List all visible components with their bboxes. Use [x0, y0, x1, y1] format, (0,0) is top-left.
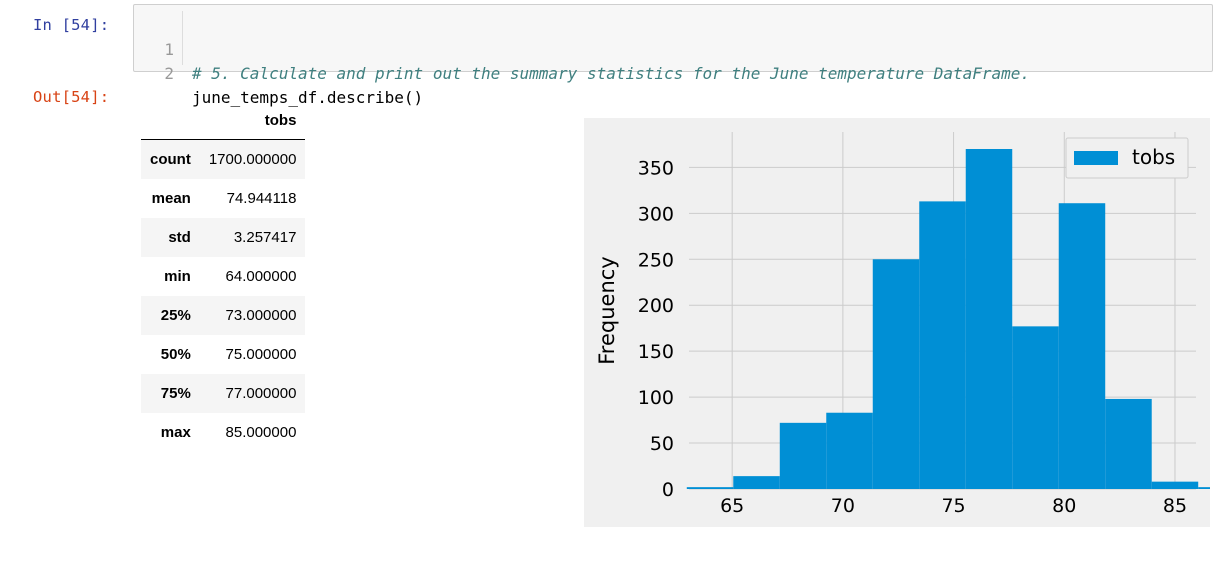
input-prompt: In [54]: [33, 16, 110, 34]
x-tick-label: 75 [941, 495, 965, 517]
code-cell[interactable]: 1 # 5. Calculate and print out the summa… [133, 4, 1213, 107]
x-tick-label: 70 [831, 495, 855, 517]
code-line: 1 # 5. Calculate and print out the summa… [134, 14, 1030, 83]
row-label: 75% [160, 385, 191, 402]
row-label: 50% [160, 346, 191, 363]
output-prompt: Out[54]: [33, 88, 110, 106]
index-header [141, 102, 200, 140]
table-row: 25% 73.000000 [141, 296, 306, 335]
row-label: mean [151, 190, 191, 207]
table-row: min 64.000000 [141, 257, 305, 296]
histogram-bar [919, 201, 966, 489]
legend-swatch [1074, 151, 1118, 165]
line-number: 2 [164, 64, 174, 83]
row-label: count [150, 151, 191, 168]
histogram-bar [733, 476, 780, 489]
table-header-row: tobs [141, 102, 306, 140]
histogram-bar [826, 412, 873, 489]
table-row: count 1700.000000 [141, 139, 306, 179]
row-label: min [164, 268, 191, 285]
row-value: 85.000000 [225, 424, 297, 441]
y-tick-label: 100 [638, 387, 674, 409]
code-line: 2 june_temps_df.describe() [134, 38, 423, 107]
y-axis-label: Frequency [595, 256, 619, 365]
temperature-histogram: 0 50 100 150 200 250 300 350 65 70 75 80 85 Frequency… [584, 118, 1210, 527]
line-number-gutter [182, 11, 183, 65]
table-row: 75% 77.000000 [141, 374, 306, 413]
y-tick-label: 300 [638, 203, 674, 225]
histogram-bar [779, 422, 827, 489]
chart-legend: tobs [1065, 137, 1189, 179]
y-tick-label: 200 [638, 295, 674, 317]
column-header: tobs [199, 102, 306, 140]
x-tick-label: 85 [1163, 495, 1187, 517]
row-value: 3.257417 [233, 229, 297, 246]
row-label: std [168, 229, 191, 246]
table-row: max 85.000000 [141, 413, 305, 452]
row-label: 25% [160, 307, 191, 324]
legend-label: tobs [1132, 145, 1175, 169]
histogram-bar [1198, 487, 1210, 489]
histogram-bar [1012, 326, 1059, 489]
table-row: 50% 75.000000 [141, 335, 305, 374]
row-value: 74.944118 [226, 190, 297, 207]
y-tick-label: 250 [638, 249, 674, 271]
histogram-bar [965, 149, 1013, 489]
y-tick-label: 0 [662, 479, 674, 501]
row-value: 64.000000 [225, 268, 297, 285]
x-tick-label: 80 [1052, 495, 1076, 517]
table-row: std 3.257417 [141, 218, 306, 257]
code-comment: # 5. Calculate and print out the summary… [192, 64, 1031, 83]
y-tick-label: 50 [650, 433, 674, 455]
row-value: 77.000000 [225, 385, 297, 402]
x-tick-label: 65 [720, 495, 744, 517]
describe-table: tobs count 1700.000000 mean 74.944118 std 3… [141, 102, 306, 452]
row-value: 1700.000000 [208, 151, 297, 168]
table-row: mean 74.944118 [141, 179, 305, 218]
y-tick-label: 150 [638, 341, 674, 363]
legend-box [1065, 137, 1189, 179]
y-tick-label: 350 [638, 157, 674, 179]
histogram-bar [686, 487, 734, 489]
line-number: 1 [164, 40, 174, 59]
histogram-bar [1058, 203, 1106, 489]
row-value: 75.000000 [225, 346, 297, 363]
row-value: 73.000000 [225, 307, 297, 324]
histogram-bar [1105, 398, 1152, 489]
histogram-bar [872, 259, 920, 489]
row-label: max [160, 424, 191, 441]
histogram-bar [1151, 481, 1199, 489]
